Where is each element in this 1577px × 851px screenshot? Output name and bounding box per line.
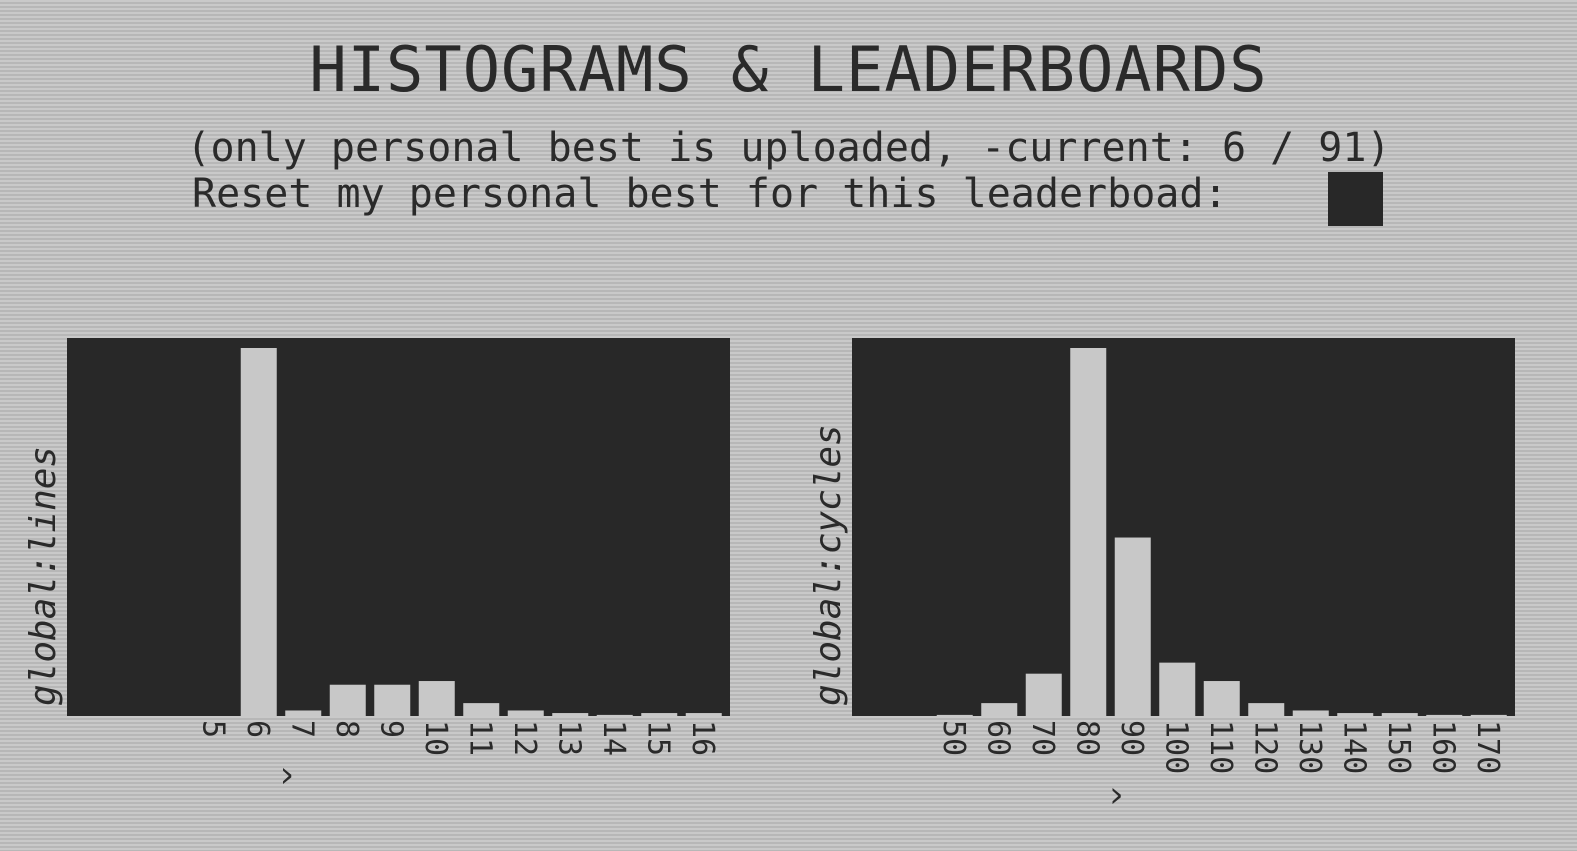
- x-tick-label: 110: [1203, 720, 1238, 774]
- x-tick-label: 5: [195, 720, 230, 738]
- histogram-bar: [240, 348, 277, 716]
- x-tick-label: 80: [1069, 720, 1104, 756]
- x-tick-label: 12: [507, 720, 542, 756]
- reset-personal-best-label: Reset my personal best for this leaderbo…: [192, 171, 1228, 217]
- histogram-bar: [552, 713, 589, 716]
- x-tick-label: 130: [1292, 720, 1327, 774]
- x-tick-label: 60: [980, 720, 1015, 756]
- histogram-svg: 50 60 70 80 90 100 110 120 130 140 150 160 170 global…: [808, 338, 1515, 805]
- x-tick-label: 140: [1336, 720, 1371, 774]
- histogram-bar: [507, 710, 544, 716]
- reset-personal-best-button[interactable]: [1328, 172, 1383, 226]
- histogram-bar: [374, 684, 411, 716]
- plot-area: [67, 338, 730, 716]
- histogram-bar: [329, 684, 366, 716]
- plot-area: [852, 338, 1515, 716]
- histogram-bar: [1426, 714, 1463, 716]
- x-tick-label: 15: [640, 720, 675, 756]
- x-tick-label: 170: [1470, 720, 1505, 774]
- x-tick-label: 50: [936, 720, 971, 756]
- histogram-bar: [936, 714, 973, 716]
- histogram-bar: [596, 714, 633, 716]
- histogram-bar: [641, 713, 678, 716]
- y-axis-label: global:cycles: [808, 424, 849, 706]
- histogram-bar: [1337, 713, 1374, 716]
- histogram-svg: 5 6 7 8 9 10 11 12 13 14 15 16 global:lines ^: [23, 338, 730, 785]
- x-tick-label: 90: [1114, 720, 1149, 756]
- x-tick-label: 160: [1425, 720, 1460, 774]
- histogram-bar: [418, 681, 455, 716]
- x-tick-label: 16: [685, 720, 720, 756]
- x-tick-label: 13: [551, 720, 586, 756]
- x-tick-label: 10: [418, 720, 453, 756]
- personal-best-info: (only personal best is uploaded, -curren…: [186, 125, 1391, 171]
- histogram-bar: [463, 703, 500, 716]
- x-tick-label: 14: [596, 720, 631, 756]
- x-tick-label: 8: [329, 720, 364, 738]
- x-tick-label: 9: [373, 720, 408, 738]
- x-tick-label: 7: [284, 720, 319, 738]
- x-tick-label: 11: [462, 720, 497, 756]
- current-score-marker: ^: [1090, 787, 1125, 805]
- cycles-histogram: 50 60 70 80 90 100 110 120 130 140 150 160 170 global…: [795, 330, 1555, 830]
- histogram-bar: [1070, 348, 1107, 716]
- x-tick-label: 150: [1381, 720, 1416, 774]
- histogram-bar: [1292, 710, 1329, 716]
- histogram-bar: [685, 713, 722, 716]
- histogram-bar: [1114, 537, 1151, 716]
- histogram-bar: [1470, 714, 1507, 716]
- page-title: HISTOGRAMS & LEADERBOARDS: [309, 33, 1268, 106]
- current-score-marker: ^: [261, 767, 296, 785]
- histogram-bar: [1025, 673, 1062, 716]
- y-axis-label: global:lines: [23, 446, 64, 706]
- x-tick-label: 120: [1247, 720, 1282, 774]
- x-tick-label: 6: [240, 720, 275, 738]
- histogram-bar: [1381, 713, 1418, 716]
- histogram-bar: [1203, 681, 1240, 716]
- lines-histogram: 5 6 7 8 9 10 11 12 13 14 15 16 global:lines ^: [10, 330, 770, 830]
- histogram-bar: [981, 703, 1018, 716]
- histogram-bar: [285, 710, 322, 716]
- x-tick-label: 70: [1025, 720, 1060, 756]
- x-tick-label: 100: [1158, 720, 1193, 774]
- histogram-bar: [1159, 662, 1196, 716]
- histogram-bar: [1248, 703, 1285, 716]
